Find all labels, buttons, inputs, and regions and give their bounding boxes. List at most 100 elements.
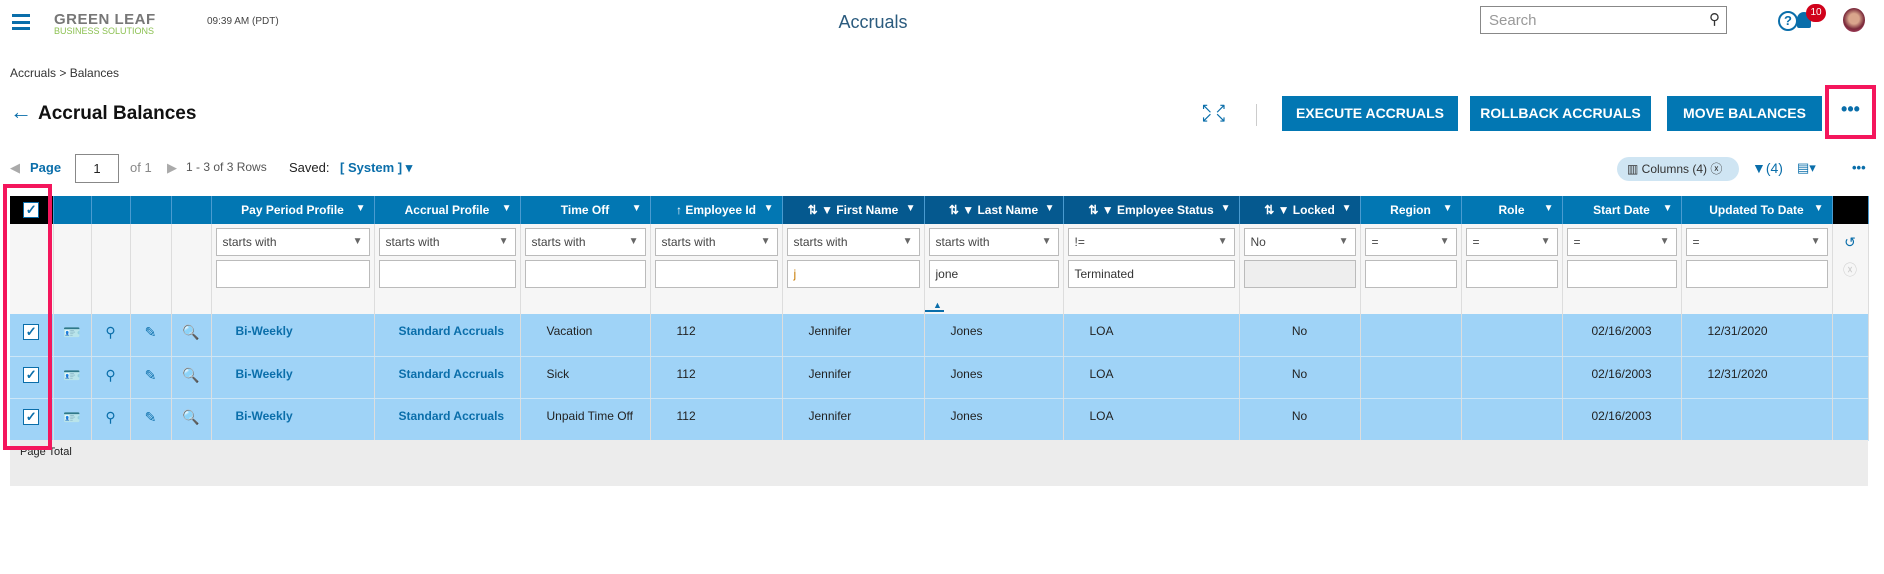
row-link[interactable]: Standard Accruals: [374, 398, 521, 441]
details-search-icon[interactable]: 🔍: [171, 356, 212, 399]
edit-pencil-icon[interactable]: ✎: [130, 398, 172, 441]
filter-value-input[interactable]: [1465, 260, 1558, 288]
accrual-hand-icon[interactable]: ⚲: [91, 356, 131, 399]
column-menu-icon[interactable]: ▼: [355, 203, 366, 214]
column-header[interactable]: Updated To Date ▼: [1681, 196, 1833, 224]
column-header[interactable]: ⇅ ▼ Locked ▼: [1239, 196, 1361, 224]
filter-value-input[interactable]: [524, 260, 646, 288]
employee-card-icon[interactable]: 🪪: [53, 398, 92, 441]
table-row[interactable]: ✓ 🪪 ⚲ ✎ 🔍 Bi-Weekly Standard Accruals Sick 112 Je…: [10, 356, 1869, 399]
filter-operator-select[interactable]: starts with ▼: [215, 228, 370, 256]
column-header[interactable]: Pay Period Profile ▼: [211, 196, 375, 224]
filter-value-input[interactable]: [378, 260, 516, 288]
next-page-icon[interactable]: ▶: [167, 160, 177, 175]
search-input[interactable]: Search ⚲: [1480, 6, 1727, 34]
filter-operator-select[interactable]: starts with ▼: [654, 228, 778, 256]
columns-chip[interactable]: ▥ Columns (4) ⓧ: [1617, 157, 1739, 181]
column-header[interactable]: ↑ Employee Id ▼: [650, 196, 783, 224]
collapse-icon[interactable]: ▲: [924, 300, 945, 312]
select-all-header[interactable]: ✓: [10, 196, 54, 224]
row-select-cell[interactable]: ✓: [10, 314, 54, 357]
filter-value-input[interactable]: j: [786, 260, 920, 288]
filter-operator-select[interactable]: starts with ▼: [928, 228, 1059, 256]
column-menu-icon[interactable]: ▼: [501, 203, 512, 214]
filter-value-input[interactable]: [654, 260, 778, 288]
accrual-hand-icon[interactable]: ⚲: [91, 314, 131, 357]
column-menu-icon[interactable]: ▼: [1220, 203, 1231, 214]
avatar[interactable]: [1843, 8, 1865, 32]
table-row[interactable]: ✓ 🪪 ⚲ ✎ 🔍 Bi-Weekly Standard Accruals Unpaid Ti…: [10, 398, 1869, 441]
row-checkbox[interactable]: ✓: [23, 324, 40, 340]
execute-accruals-button[interactable]: EXECUTE ACCRUALS: [1282, 96, 1458, 131]
reset-filter-icon[interactable]: ↺: [1844, 233, 1856, 250]
employee-card-icon[interactable]: 🪪: [53, 356, 92, 399]
column-header[interactable]: ⇅ ▼ Last Name ▼: [924, 196, 1064, 224]
filter-operator-select[interactable]: starts with ▼: [786, 228, 920, 256]
clear-columns-icon[interactable]: ⓧ: [1710, 162, 1723, 176]
expand-icon[interactable]: ↖↗ ↙↘: [1201, 100, 1229, 125]
sort-icon[interactable]: ⇅: [948, 203, 963, 217]
move-balances-button[interactable]: MOVE BALANCES: [1667, 96, 1822, 131]
column-menu-icon[interactable]: ▼: [1813, 203, 1824, 214]
filter-value-input[interactable]: [1566, 260, 1677, 288]
details-search-icon[interactable]: 🔍: [171, 314, 212, 357]
filter-operator-select[interactable]: = ▼: [1566, 228, 1677, 256]
row-link[interactable]: Standard Accruals: [374, 356, 521, 399]
export-icon[interactable]: ▤▾: [1797, 160, 1816, 175]
menu-icon[interactable]: [12, 12, 30, 32]
filter-operator-select[interactable]: = ▼: [1685, 228, 1828, 256]
clear-filter-icon[interactable]: ⓧ: [1843, 262, 1857, 278]
filter-operator-select[interactable]: != ▼: [1067, 228, 1235, 256]
column-menu-icon[interactable]: ▼: [1543, 203, 1554, 214]
column-menu-icon[interactable]: ▼: [1442, 203, 1453, 214]
filter-button[interactable]: ▼(4): [1752, 160, 1783, 176]
more-actions-button[interactable]: •••: [1825, 85, 1876, 139]
grid-more-icon[interactable]: •••: [1852, 160, 1866, 175]
rollback-accruals-button[interactable]: ROLLBACK ACCRUALS: [1470, 96, 1651, 131]
filter-operator-select[interactable]: No ▼: [1243, 228, 1356, 256]
accrual-hand-icon[interactable]: ⚲: [91, 398, 131, 441]
sort-icon[interactable]: ⇅: [807, 203, 822, 217]
row-link[interactable]: Bi-Weekly: [211, 398, 375, 441]
column-menu-icon[interactable]: ▼: [763, 203, 774, 214]
column-header[interactable]: Start Date ▼: [1562, 196, 1682, 224]
column-header[interactable]: Time Off ▼: [520, 196, 651, 224]
column-menu-icon[interactable]: ▼: [631, 203, 642, 214]
column-menu-icon[interactable]: ▼: [1341, 203, 1352, 214]
filter-value-input[interactable]: [1685, 260, 1828, 288]
prev-page-icon[interactable]: ◀: [10, 160, 20, 175]
filter-operator-select[interactable]: starts with ▼: [378, 228, 516, 256]
column-header[interactable]: Accrual Profile ▼: [374, 196, 521, 224]
back-arrow-icon[interactable]: ←: [10, 99, 32, 124]
filter-value-input[interactable]: [215, 260, 370, 288]
row-select-cell[interactable]: ✓: [10, 356, 54, 399]
sort-icon[interactable]: ⇅: [1088, 203, 1102, 217]
row-checkbox[interactable]: ✓: [23, 408, 40, 425]
filter-value-input[interactable]: jone: [928, 260, 1059, 288]
column-header[interactable]: Region ▼: [1360, 196, 1462, 224]
column-menu-icon[interactable]: ▼: [1662, 203, 1673, 214]
saved-view-dropdown[interactable]: [ System ] ▾: [340, 160, 413, 175]
details-search-icon[interactable]: 🔍: [171, 398, 212, 441]
filter-operator-select[interactable]: = ▼: [1364, 228, 1457, 256]
select-all-checkbox[interactable]: ✓: [23, 202, 40, 218]
filter-operator-select[interactable]: starts with ▼: [524, 228, 646, 256]
breadcrumb[interactable]: Accruals > Balances: [10, 66, 120, 80]
help-icon[interactable]: ?: [1778, 11, 1798, 31]
row-link[interactable]: Bi-Weekly: [211, 314, 375, 357]
page-input[interactable]: 1: [75, 154, 119, 183]
column-menu-icon[interactable]: ▼: [1044, 203, 1055, 214]
column-header[interactable]: Role ▼: [1461, 196, 1563, 224]
filter-operator-select[interactable]: = ▼: [1465, 228, 1558, 256]
column-header[interactable]: ⇅ ▼ Employee Status ▼: [1063, 196, 1240, 224]
column-header[interactable]: ⇅ ▼ First Name ▼: [782, 196, 925, 224]
row-select-cell[interactable]: ✓: [10, 398, 54, 441]
sort-icon[interactable]: ↑: [675, 203, 686, 217]
column-menu-icon[interactable]: ▼: [905, 203, 916, 214]
sort-icon[interactable]: ⇅: [1264, 203, 1278, 217]
filter-value-input[interactable]: [1364, 260, 1457, 288]
search-icon[interactable]: ⚲: [1709, 11, 1720, 28]
row-link[interactable]: Bi-Weekly: [211, 356, 375, 399]
filter-value-input[interactable]: Terminated: [1067, 260, 1235, 288]
table-row[interactable]: ✓ 🪪 ⚲ ✎ 🔍 Bi-Weekly Standard Accruals Vacation 1…: [10, 314, 1869, 357]
